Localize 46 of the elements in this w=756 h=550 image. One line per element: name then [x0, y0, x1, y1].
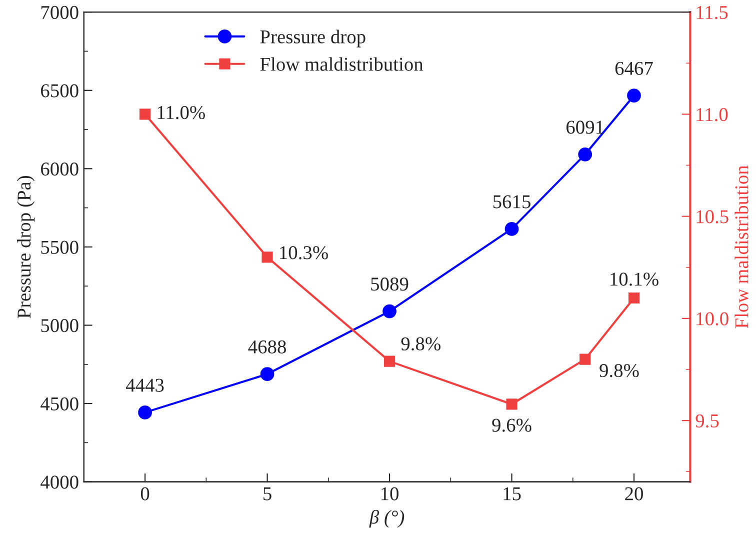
x-tick-label: 15	[504, 487, 521, 500]
data-label: 5615	[493, 195, 530, 208]
point	[384, 356, 396, 367]
point	[580, 354, 591, 365]
data-label: 11.0%	[158, 106, 205, 120]
y2-axis-title: Flow maldistribution	[734, 165, 748, 328]
data-label: 6467	[615, 62, 653, 75]
legend-label: Pressure drop	[260, 30, 366, 48]
point	[504, 222, 519, 236]
y-tick-label: 6000	[41, 162, 78, 176]
data-label: 5089	[371, 278, 408, 291]
data-label: 4443	[126, 378, 164, 392]
y-tick-label: 5500	[41, 240, 78, 254]
y-tick-label: 4500	[40, 397, 78, 410]
x-tick-label: 0	[140, 487, 150, 500]
y2-tick-label: 9.5	[696, 414, 719, 428]
y2-tick-label: 10.5	[696, 210, 728, 224]
x-axis-title: β (°)	[369, 510, 404, 528]
point	[262, 252, 273, 263]
y-tick-label: 5000	[41, 319, 78, 332]
y-tick-label: 4000	[40, 476, 78, 489]
y-tick-label: 6500	[41, 84, 78, 98]
y2-tick-label: 10.0	[696, 312, 728, 326]
x-tick-label: 10	[382, 487, 398, 500]
y2-tick-label: 11.0	[696, 108, 728, 122]
data-label: 10.3%	[280, 246, 328, 260]
legend-label: Flow maldistribution	[260, 57, 424, 71]
x-tick-label: 20	[625, 487, 643, 500]
y2-tick-label: 11.5	[696, 6, 728, 20]
x-tick-label: 5	[264, 487, 272, 500]
y-tick-label: 7000	[41, 6, 78, 20]
point	[627, 88, 641, 102]
data-label: 4688	[248, 340, 286, 354]
point	[506, 398, 518, 410]
point	[260, 367, 274, 382]
point	[138, 405, 152, 420]
data-label: 10.1%	[610, 272, 658, 286]
point	[139, 108, 151, 120]
point	[382, 304, 396, 318]
data-label: 9.6%	[492, 418, 532, 432]
data-label: 9.8%	[600, 364, 639, 378]
data-label: 6091	[566, 120, 604, 134]
point	[628, 292, 640, 304]
point	[578, 147, 592, 162]
y-axis-title: Pressure drop (Pa)	[16, 176, 35, 318]
data-label: 9.8%	[401, 337, 440, 351]
